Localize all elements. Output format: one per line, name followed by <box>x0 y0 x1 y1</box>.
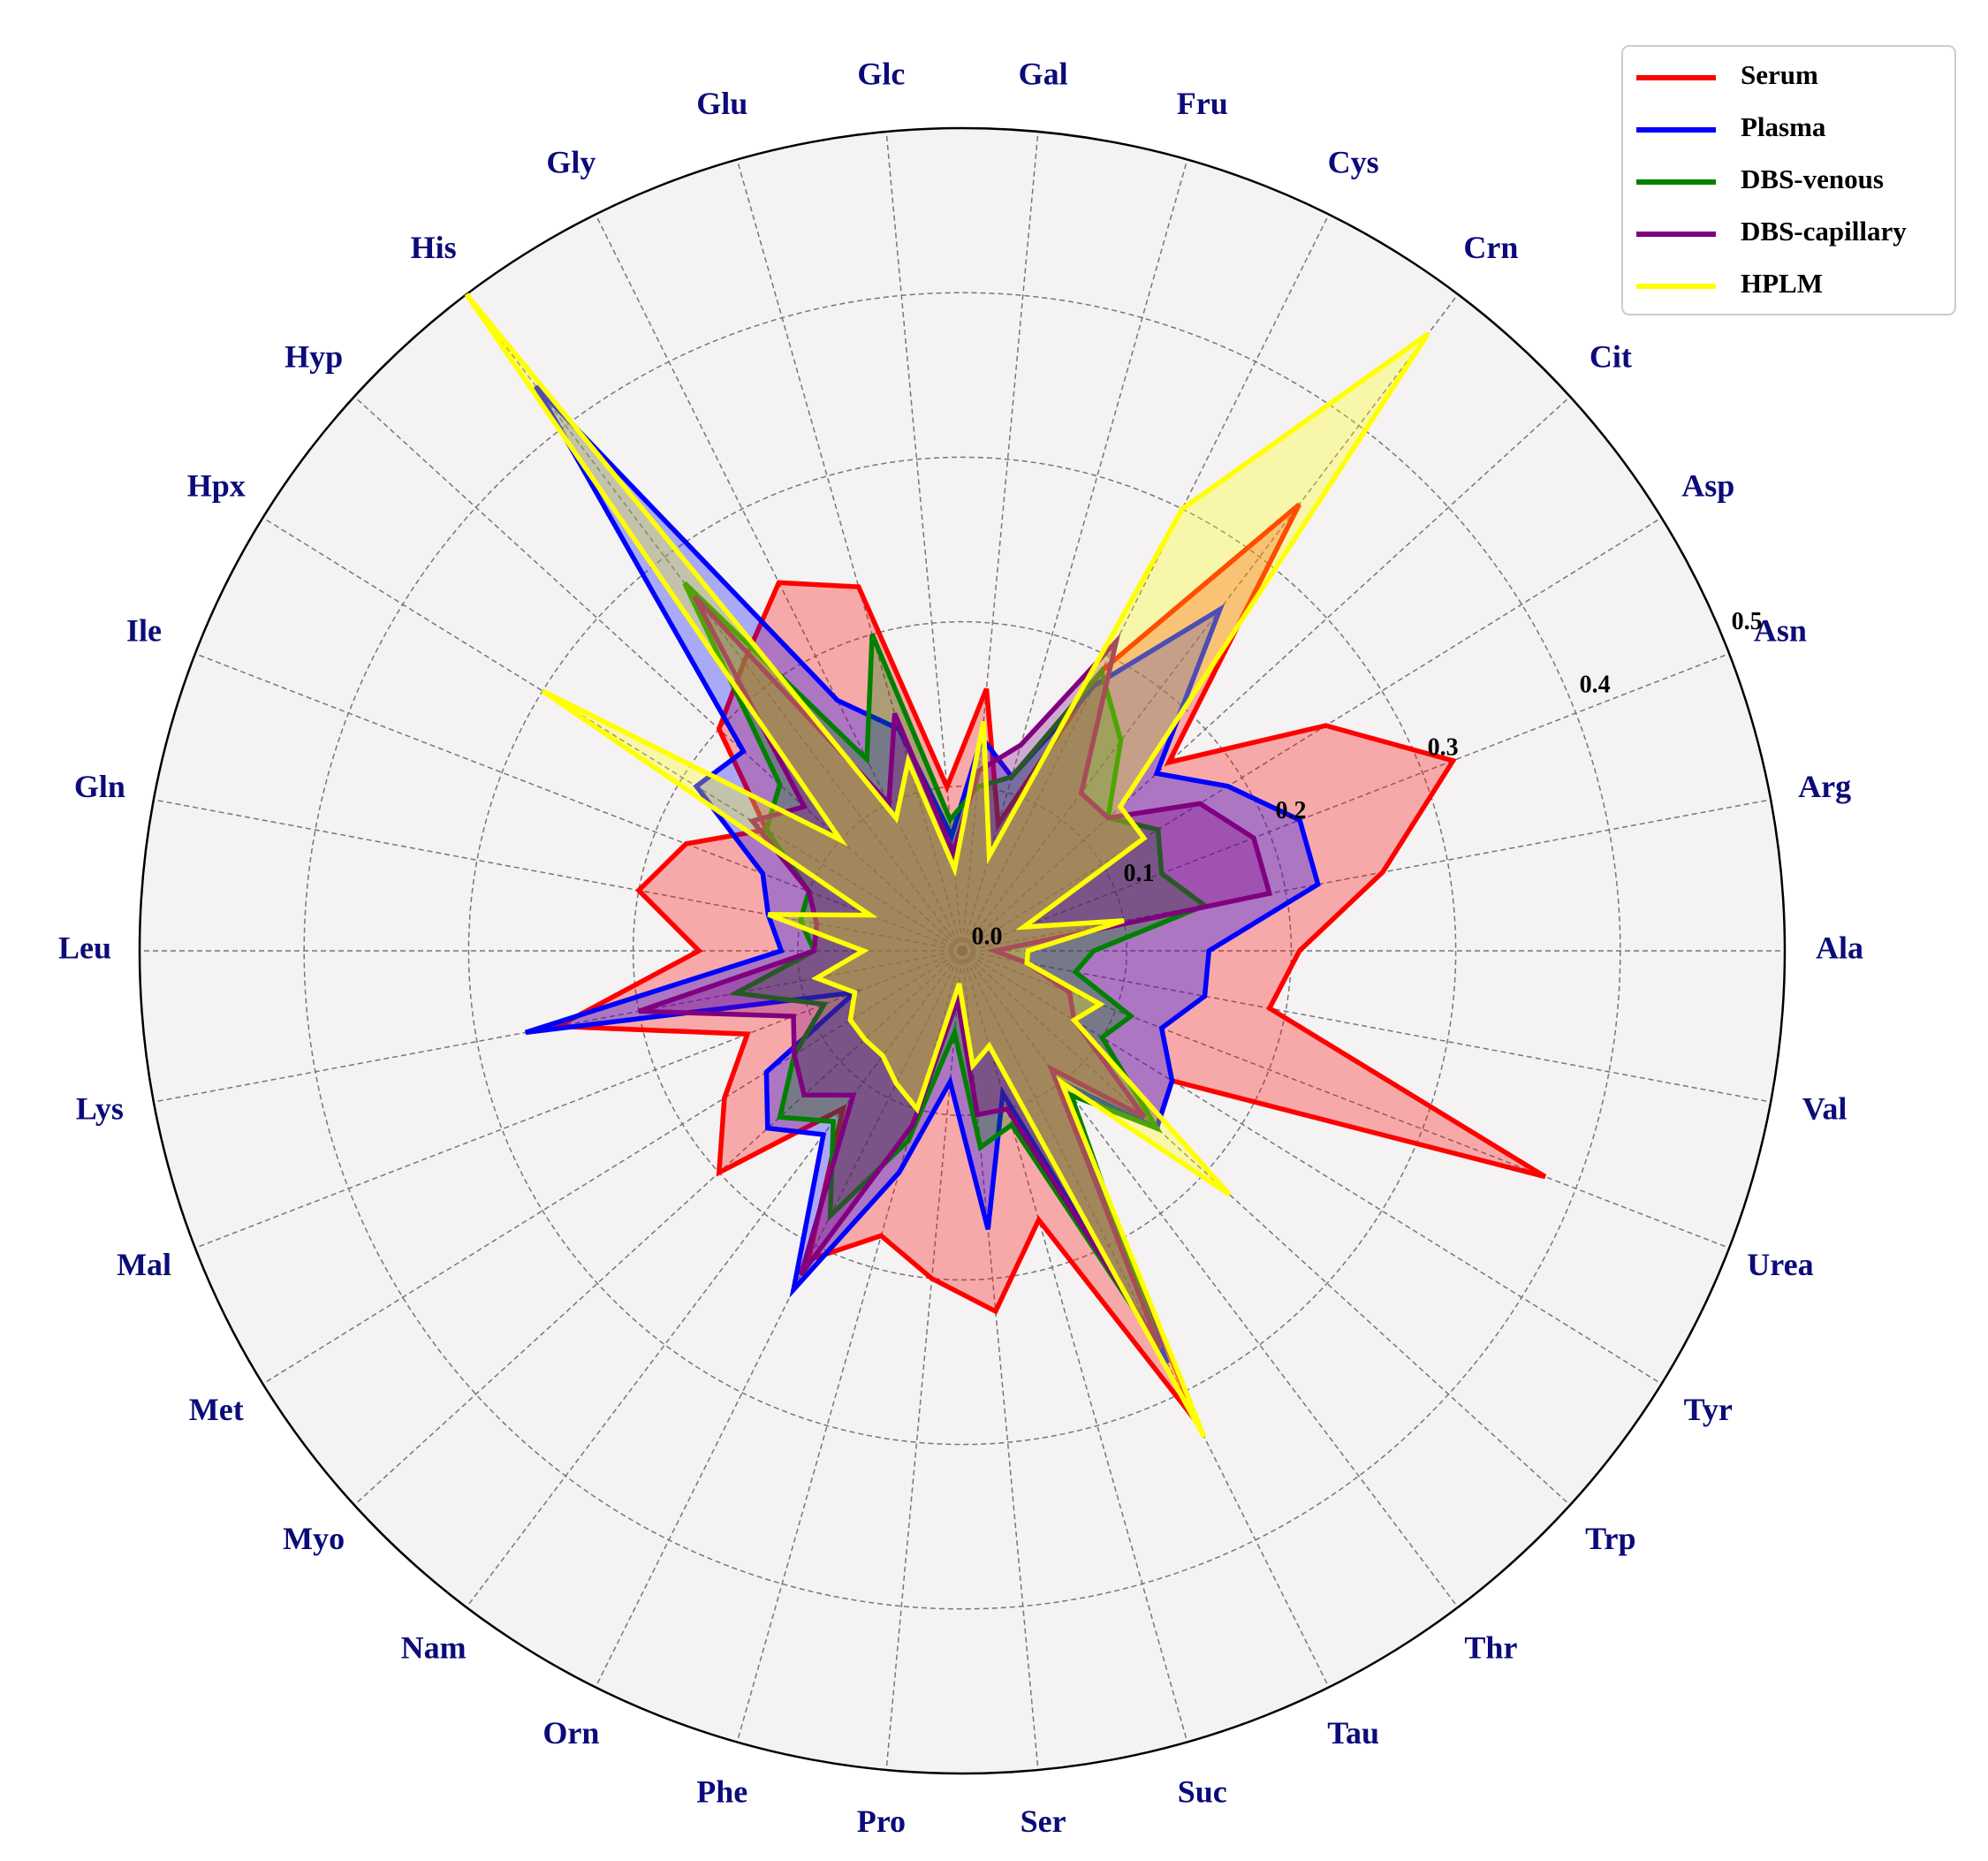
category-label: Asn <box>1754 613 1807 649</box>
spoke <box>961 950 1571 1506</box>
category-label: Mal <box>117 1247 171 1282</box>
spoke <box>153 799 963 952</box>
category-label: Hpx <box>187 468 246 504</box>
spoke <box>262 517 963 952</box>
category-label: Gal <box>1019 57 1068 92</box>
spoke <box>961 950 1330 1688</box>
category-label: Tau <box>1327 1715 1379 1751</box>
legend-label: Plasma <box>1741 111 1826 142</box>
r-tick-label: 0.5 <box>1732 608 1763 635</box>
grid-ring <box>303 292 1621 1610</box>
spoke <box>961 950 1459 1608</box>
category-label: Met <box>189 1392 244 1427</box>
series-layer <box>464 292 1547 1439</box>
r-tick-label: 0.1 <box>1124 860 1155 887</box>
spoke <box>353 950 963 1506</box>
legend: Serum Plasma DBS-venous DBS-capillary HPLM <box>1621 45 1956 315</box>
grid-ring <box>632 620 1293 1281</box>
category-label: Arg <box>1798 769 1851 804</box>
category-label: Gly <box>546 144 596 179</box>
r-tick-label: 0.3 <box>1428 734 1459 762</box>
series-line <box>638 594 1273 1350</box>
legend-label: Serum <box>1741 59 1818 90</box>
category-label: Val <box>1802 1091 1848 1127</box>
spoke <box>961 950 1772 1103</box>
r-tick-label: 0.0 <box>972 923 1003 950</box>
spoke <box>194 950 963 1250</box>
spoke <box>961 652 1730 952</box>
category-label: Tyr <box>1684 1392 1733 1427</box>
spoke <box>466 293 963 952</box>
grid-ring <box>797 786 1127 1116</box>
legend-box <box>1621 45 1956 315</box>
spoke <box>961 799 1772 952</box>
labels: 0.0 0.1 0.2 0.3 0.4 0.5 Ala Arg Asn Asp Cit Crn Cys F… <box>58 57 1863 1840</box>
category-label: Myo <box>283 1521 345 1556</box>
category-label: Ser <box>1021 1804 1066 1839</box>
grid <box>138 126 1787 1775</box>
spoke <box>353 396 963 952</box>
category-label: Gln <box>74 769 125 804</box>
r-tick-label: 0.2 <box>1276 797 1307 824</box>
series-area <box>638 596 1270 1348</box>
category-label: Hyp <box>285 338 343 374</box>
category-label: Lys <box>76 1091 124 1127</box>
spoke <box>961 517 1662 952</box>
outer-ring <box>138 126 1787 1775</box>
spoke <box>736 159 963 952</box>
grid-ring <box>467 456 1457 1446</box>
series-area <box>684 582 1205 1348</box>
category-label: Phe <box>696 1774 747 1809</box>
category-label: Glu <box>696 86 747 121</box>
category-label: Ile <box>126 613 162 649</box>
category-label: Crn <box>1463 230 1518 265</box>
category-label: Nam <box>401 1630 467 1666</box>
spoke <box>194 652 963 952</box>
legend-label: DBS-capillary <box>1741 216 1907 247</box>
category-label: Urea <box>1747 1247 1813 1282</box>
category-label: Ala <box>1816 930 1863 965</box>
category-label: Fru <box>1177 86 1228 121</box>
category-label: Asp <box>1681 468 1734 504</box>
category-label: Cys <box>1328 144 1379 179</box>
category-label: Leu <box>58 930 111 965</box>
category-label: Trp <box>1585 1521 1635 1556</box>
spoke <box>961 131 1039 952</box>
legend-label: HPLM <box>1741 268 1823 299</box>
spoke <box>961 396 1571 952</box>
legend-label: DBS-venous <box>1741 163 1884 194</box>
series-line <box>464 292 1430 1439</box>
spoke <box>595 950 963 1688</box>
spoke <box>961 214 1330 952</box>
category-label: Suc <box>1178 1774 1227 1809</box>
category-label: Thr <box>1464 1630 1517 1666</box>
category-label: Cit <box>1590 338 1632 374</box>
spoke <box>466 950 963 1608</box>
spoke <box>961 293 1459 952</box>
category-label: Glc <box>857 57 905 92</box>
category-label: Pro <box>857 1804 906 1839</box>
r-tick-label: 0.4 <box>1580 671 1611 698</box>
spoke <box>961 950 1188 1743</box>
spoke <box>262 950 963 1385</box>
category-label: Orn <box>543 1715 599 1751</box>
category-label: His <box>411 230 457 265</box>
